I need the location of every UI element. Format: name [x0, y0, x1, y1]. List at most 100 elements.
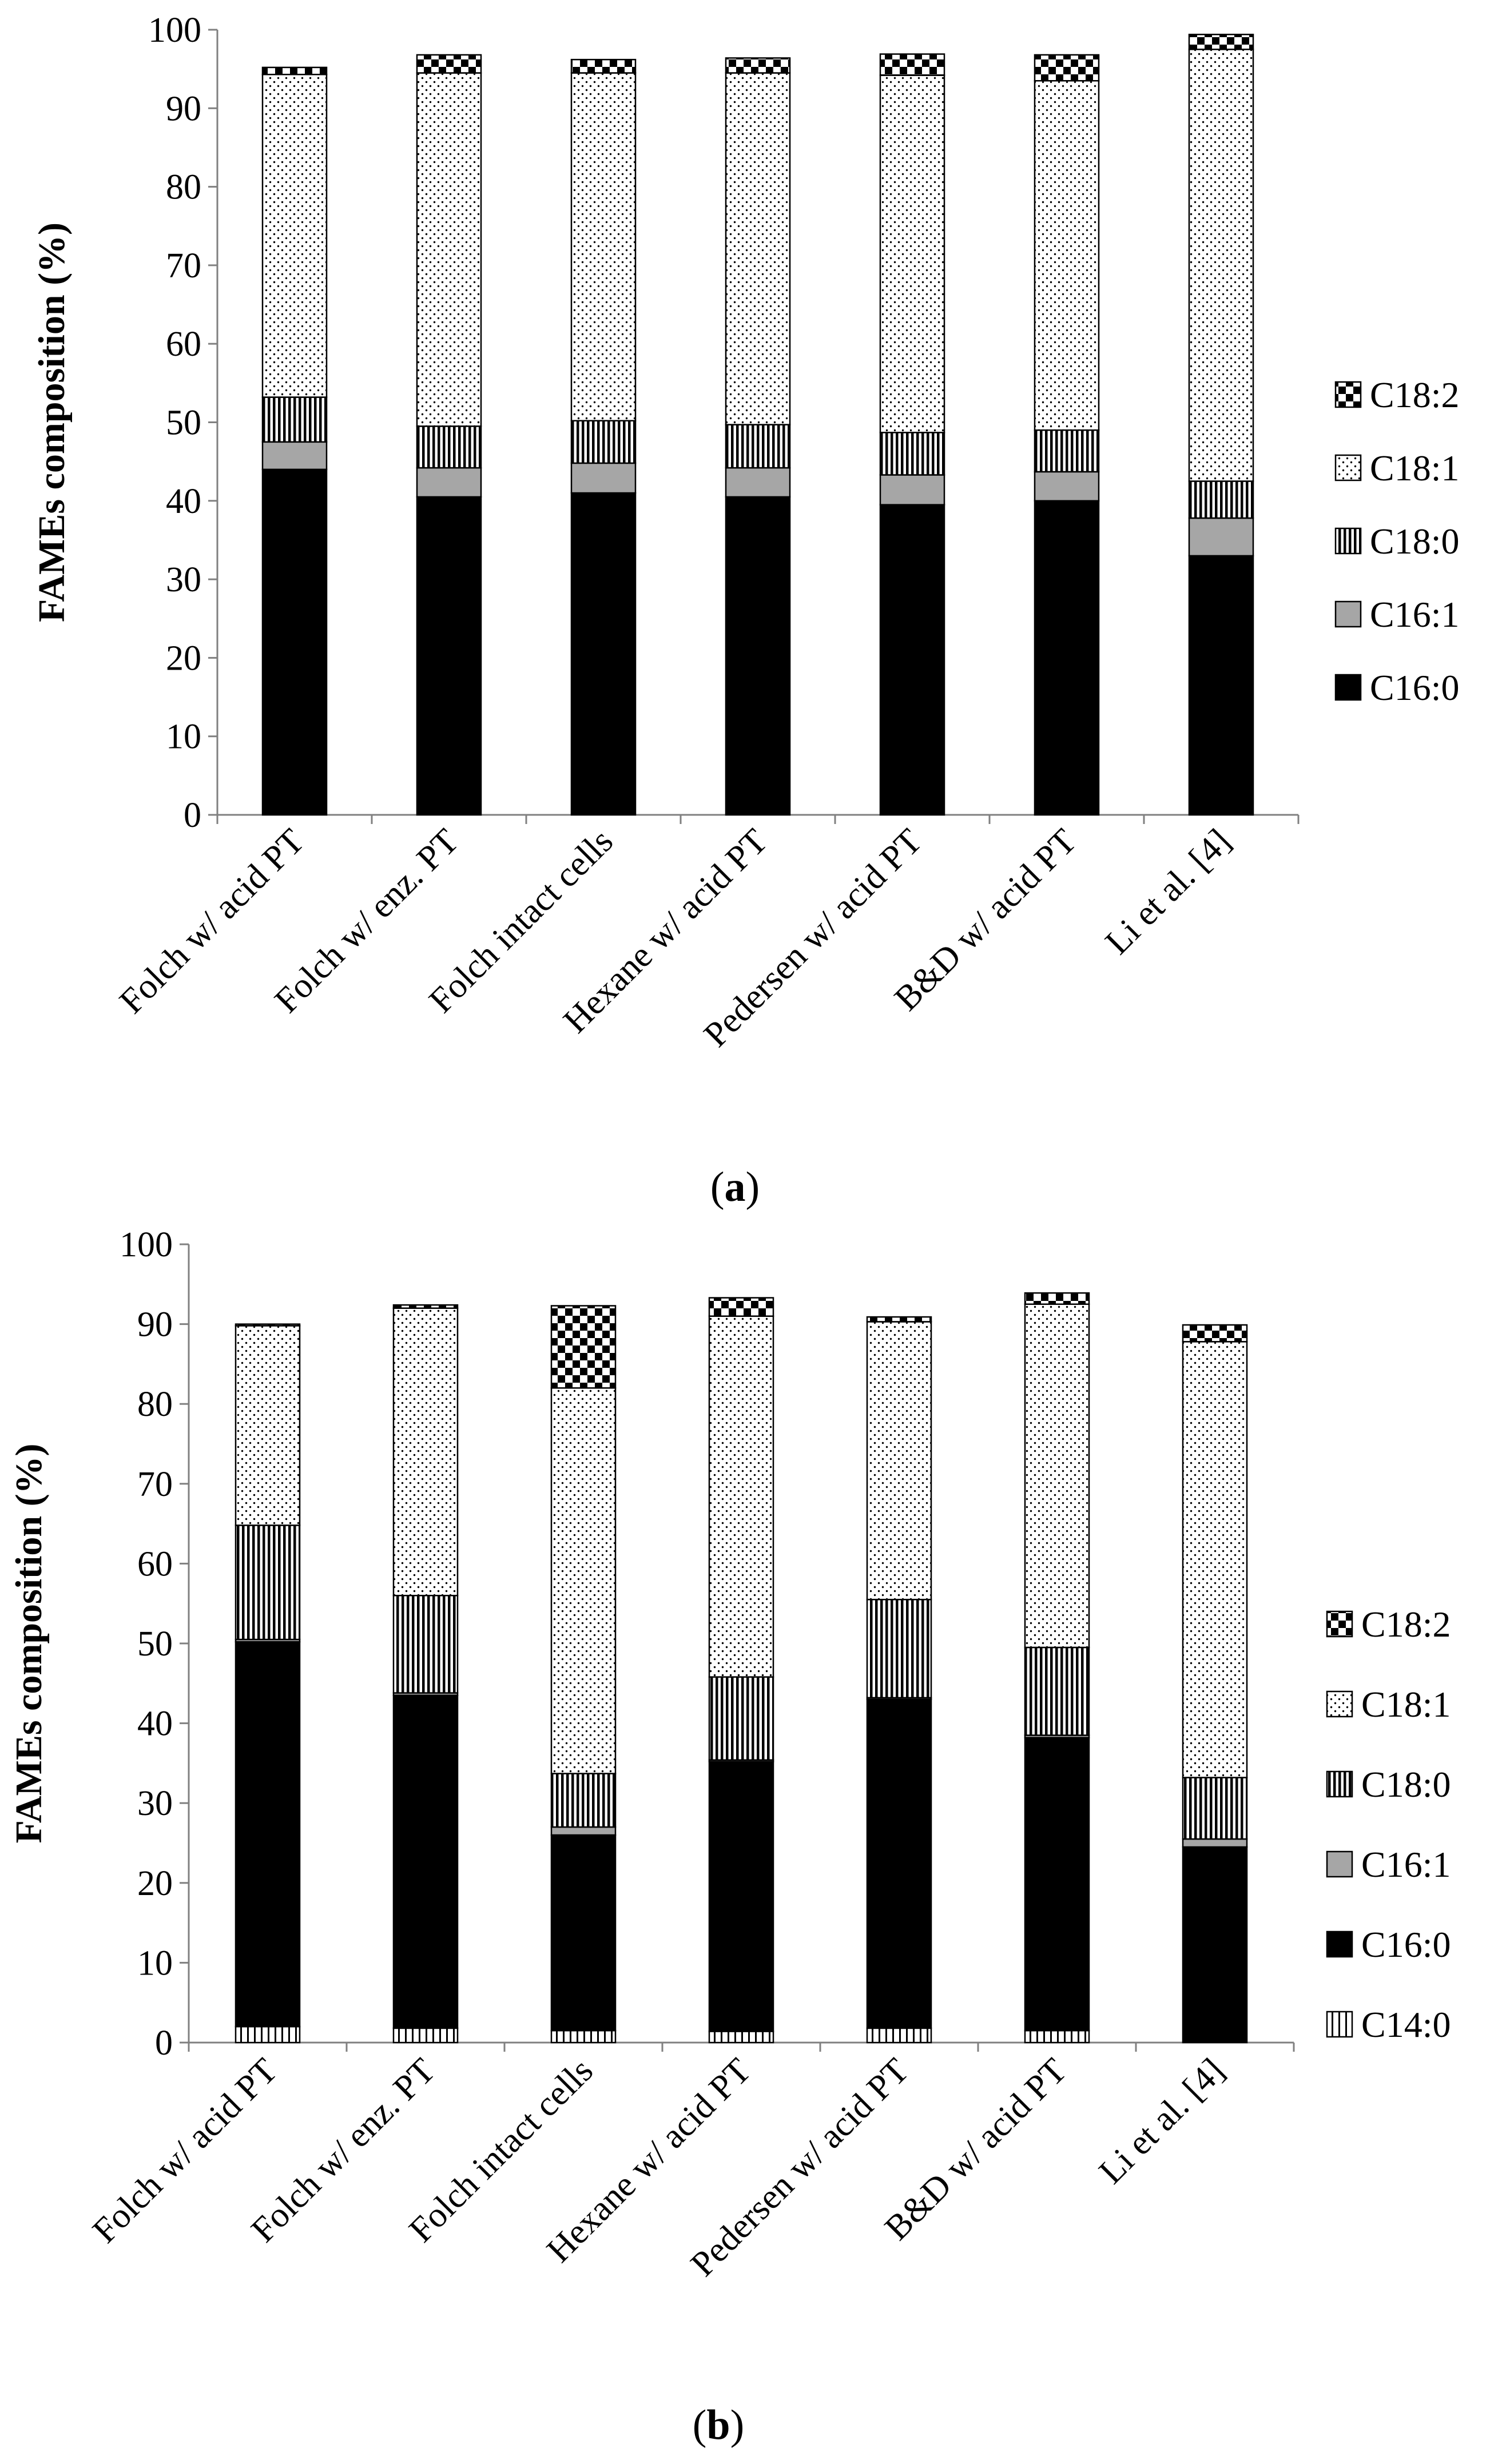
panel-b-bar-c16-0-li-et-al-4 — [1182, 1846, 1248, 2044]
panel-a-y-tick-label: 10 — [166, 718, 201, 757]
chart-panel-a: 0 10 20 30 40 50 60 70 80 90 100 FAMEs composition … — [31, 11, 1459, 1054]
panel-b-bar-c16-1-folch-intact-cells — [550, 1826, 617, 1836]
panel-a-y-tick-label: 70 — [166, 246, 201, 285]
panel-a-y-tick-label: 0 — [184, 796, 201, 835]
panel-a-y-tick-label: 100 — [148, 11, 201, 50]
panel-a-bar-c18-1-li-et-al-4 — [1188, 49, 1254, 482]
panel-b-y-tick-label: 90 — [137, 1305, 173, 1344]
panel-b-y-tick-label: 20 — [137, 1864, 173, 1903]
panel-a-y-tick-label: 60 — [166, 325, 201, 364]
panel-b-y-tick-label: 70 — [137, 1465, 173, 1504]
panel-b-bar-c16-0-folch-intact-cells — [550, 1834, 617, 2032]
panel-b-bar-c18-1-b-d-w-acid-pt — [1024, 1303, 1090, 1649]
panel-a-legend-label-c18-0: C18:0 — [1370, 521, 1459, 562]
panel-b-legend-swatch-c18-1 — [1326, 1690, 1353, 1718]
panel-a-y-tick-label: 20 — [166, 639, 201, 678]
panel-b-bar-c18-0-folch-w-acid-pt — [235, 1524, 301, 1641]
panel-b-y-tick-label: 50 — [137, 1625, 173, 1663]
panel-a-legend-swatch-c16-0 — [1334, 674, 1362, 701]
panel-a-bar-c18-2-pedersen-w-acid-pt — [879, 53, 945, 76]
panel-b-bar-c18-1-li-et-al-4 — [1182, 1341, 1248, 1778]
panel-a-bar-c18-2-li-et-al-4 — [1188, 33, 1254, 50]
panel-b-bar-c18-2-li-et-al-4 — [1182, 1324, 1248, 1343]
panel-b-bar-c18-0-b-d-w-acid-pt — [1024, 1646, 1090, 1736]
panel-a-legend-label-c18-2: C18:2 — [1370, 375, 1459, 415]
panel-a-bar-c16-0-folch-intact-cells — [570, 492, 637, 816]
panel-b-y-tick-label: 40 — [137, 1705, 173, 1743]
panel-a-bar-c16-0-b-d-w-acid-pt — [1034, 500, 1100, 816]
panel-b-bar-c18-1-hexane-w-acid-pt — [708, 1315, 774, 1678]
panel-b-legend-label-c16-1: C16:1 — [1361, 1844, 1451, 1885]
panel-b-bar-c18-0-folch-w-enz-pt — [392, 1594, 459, 1694]
panel-a-y-tick-label: 80 — [166, 168, 201, 207]
panel-b-bar-c16-0-b-d-w-acid-pt — [1024, 1737, 1090, 2032]
panel-a-bar-c16-1-folch-intact-cells — [570, 462, 637, 494]
panel-a-bar-c18-1-folch-intact-cells — [570, 72, 637, 422]
panel-b-bar-c18-1-folch-w-enz-pt — [392, 1307, 459, 1597]
panel-b-bar-c18-1-folch-w-acid-pt — [235, 1325, 301, 1526]
panel-a-legend-label-c16-0: C16:0 — [1370, 667, 1459, 708]
panel-a-y-axis-label: FAMEs composition (%) — [31, 222, 73, 622]
panel-a-bar-c18-2-folch-w-acid-pt — [261, 66, 328, 75]
panel-a-caption: (a) — [710, 1164, 760, 1211]
panel-a-y-tick-label: 30 — [166, 560, 201, 599]
panel-b-bar-c18-2-folch-w-enz-pt — [392, 1304, 459, 1309]
panel-a-bar-c18-1-b-d-w-acid-pt — [1034, 79, 1100, 431]
panel-b-legend-label-c18-1: C18:1 — [1361, 1684, 1451, 1725]
panel-b-bar-c18-1-pedersen-w-acid-pt — [866, 1321, 932, 1601]
panel-a-y-tick-label: 50 — [166, 404, 201, 443]
panel-a-legend-swatch-c18-2 — [1334, 381, 1362, 408]
panel-a-category-label: Li et al. [4] — [1098, 822, 1238, 962]
panel-a-bar-c16-0-pedersen-w-acid-pt — [879, 504, 945, 816]
panel-a-bar-c18-1-folch-w-acid-pt — [261, 74, 328, 398]
panel-a-y-tick-label: 40 — [166, 482, 201, 521]
panel-b-bar-c18-2-hexane-w-acid-pt — [708, 1297, 774, 1317]
panel-b-bar-c18-0-pedersen-w-acid-pt — [866, 1598, 932, 1699]
panel-b-bar-c18-2-folch-w-acid-pt — [235, 1323, 301, 1327]
panel-b-legend-swatch-c16-1 — [1326, 1850, 1353, 1878]
panel-b-bar-c14-0-pedersen-w-acid-pt — [866, 2027, 932, 2044]
panel-b-category-label: Li et al. [4] — [1092, 2051, 1232, 2191]
panel-a-bar-c16-0-li-et-al-4 — [1188, 555, 1254, 816]
panel-b-legend-label-c18-2: C18:2 — [1361, 1604, 1451, 1645]
panel-a-legend-swatch-c18-0 — [1334, 527, 1362, 555]
panel-a-legend-swatch-c18-1 — [1334, 454, 1362, 481]
panel-b-legend-label-c18-0: C18:0 — [1361, 1764, 1451, 1805]
panel-b-bar-c14-0-b-d-w-acid-pt — [1024, 2029, 1090, 2044]
panel-a-bar-c18-0-folch-intact-cells — [570, 420, 637, 464]
panel-b-bar-c16-0-hexane-w-acid-pt — [708, 1761, 774, 2032]
panel-a-bar-c18-0-b-d-w-acid-pt — [1034, 429, 1100, 473]
panel-b-bar-c14-0-folch-w-enz-pt — [392, 2027, 459, 2044]
panel-b-bar-c16-0-folch-w-acid-pt — [235, 1641, 301, 2028]
panel-a-bar-c18-0-pedersen-w-acid-pt — [879, 432, 945, 476]
panel-a-bar-c18-0-hexane-w-acid-pt — [725, 424, 791, 469]
chart-panel-b: 0 10 20 30 40 50 60 70 80 90 100 FAMEs composition … — [8, 1225, 1451, 2284]
panel-b-bar-c18-0-li-et-al-4 — [1182, 1777, 1248, 1840]
panel-b-bar-c14-0-folch-w-acid-pt — [235, 2025, 301, 2044]
panel-b-y-tick-label: 100 — [120, 1225, 173, 1264]
panel-a-bar-c18-0-li-et-al-4 — [1188, 480, 1254, 519]
panel-a-bar-c16-0-folch-w-acid-pt — [261, 468, 328, 816]
panel-b-legend-swatch-c16-0 — [1326, 1930, 1353, 1958]
panel-a-bar-c18-1-folch-w-enz-pt — [416, 72, 482, 427]
panel-b-bar-c14-0-hexane-w-acid-pt — [708, 2031, 774, 2044]
panel-b-y-tick-label: 30 — [137, 1784, 173, 1823]
panel-b-y-tick-label: 10 — [137, 1944, 173, 1983]
panel-a-bar-c18-2-folch-w-enz-pt — [416, 54, 482, 74]
panel-a-bar-c16-0-hexane-w-acid-pt — [725, 496, 791, 816]
panel-b-bar-c16-1-li-et-al-4 — [1182, 1838, 1248, 1848]
panel-a-bar-c16-1-folch-w-enz-pt — [416, 467, 482, 498]
panel-a-bar-c16-1-pedersen-w-acid-pt — [879, 474, 945, 505]
panel-b-caption: (b) — [693, 2402, 744, 2449]
panel-a-bar-c18-2-b-d-w-acid-pt — [1034, 54, 1100, 82]
panel-b-bar-c18-2-folch-intact-cells — [550, 1305, 617, 1389]
panel-a-bar-c16-1-folch-w-acid-pt — [261, 441, 328, 471]
panel-b-y-tick-label: 80 — [137, 1385, 173, 1424]
panel-b-bar-c16-0-pedersen-w-acid-pt — [866, 1698, 932, 2029]
panel-b-legend-swatch-c18-0 — [1326, 1770, 1353, 1798]
panel-b-bar-c18-2-b-d-w-acid-pt — [1024, 1292, 1090, 1305]
panel-a-bar-c18-1-hexane-w-acid-pt — [725, 72, 791, 425]
panel-a-y-tick-label: 90 — [166, 89, 201, 128]
